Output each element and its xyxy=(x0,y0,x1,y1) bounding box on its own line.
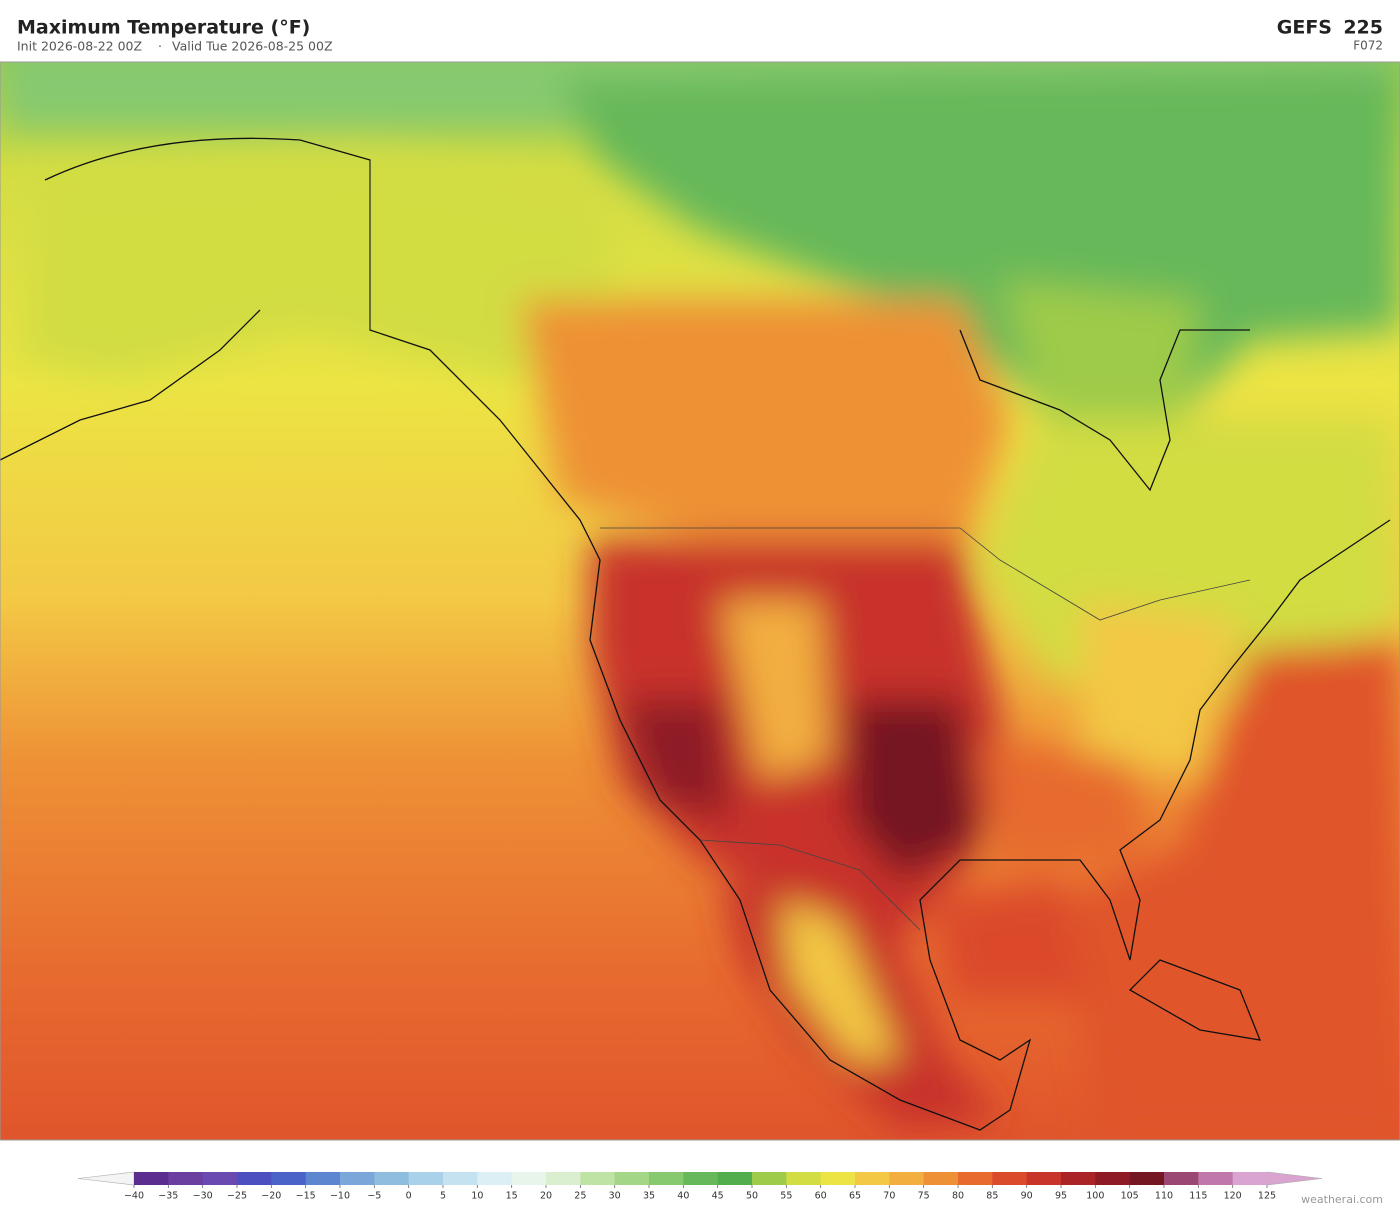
colorbar-tick-label: 100 xyxy=(1086,1191,1104,1202)
colorbar-bin xyxy=(580,1172,616,1185)
colorbar-bin xyxy=(340,1172,375,1185)
valid-time: Valid Tue 2026-08-25 00Z xyxy=(172,39,333,54)
colorbar-bin xyxy=(1198,1172,1234,1185)
colorbar-tick-label: 70 xyxy=(883,1191,895,1202)
map xyxy=(0,62,1400,1140)
colorbar-tick-label: 0 xyxy=(406,1191,412,1202)
colorbar-bin xyxy=(546,1172,581,1185)
colorbar-bin xyxy=(855,1172,890,1185)
member: 225 xyxy=(1343,17,1383,39)
colorbar-tick-label: 10 xyxy=(471,1191,483,1202)
colorbar-tick-label: 50 xyxy=(746,1191,758,1202)
colorbar-bin xyxy=(992,1172,1028,1185)
colorbar-tick-label: 45 xyxy=(712,1191,724,1202)
colorbar-bin xyxy=(374,1172,410,1185)
colorbar-tick-label: −35 xyxy=(158,1191,178,1202)
colorbar-tick-label: 110 xyxy=(1155,1191,1173,1202)
colorbar-bin xyxy=(202,1172,238,1185)
forecast-hour: F072 xyxy=(1353,39,1383,53)
colorbar-tick-label: 25 xyxy=(574,1191,586,1202)
init-time: Init 2026-08-22 00Z xyxy=(17,39,142,54)
colorbar-bin xyxy=(786,1172,822,1185)
colorbar-bin xyxy=(820,1172,856,1185)
colorbar-tick-label: 65 xyxy=(849,1191,861,1202)
separator: · xyxy=(158,39,162,54)
colorbar-bin xyxy=(1061,1172,1096,1185)
colorbar: −40 −35 −30 −25 −20 −15 −10 −5 0 5 10 15 20 25 30 35 40 4… xyxy=(77,1171,1323,1202)
colorbar-bin xyxy=(752,1172,787,1185)
colorbar-tick-label: 90 xyxy=(1021,1191,1033,1202)
colorbar-tick-label: 55 xyxy=(780,1191,792,1202)
colorbar-tick-label: 105 xyxy=(1121,1191,1139,1202)
colorbar-tick-label: −40 xyxy=(124,1191,144,1202)
colorbar-bin xyxy=(305,1172,341,1185)
colorbar-tick-label: 120 xyxy=(1224,1191,1242,1202)
colorbar-extend-high xyxy=(1266,1171,1323,1186)
colorbar-bin xyxy=(1164,1172,1199,1185)
borders xyxy=(369,160,1251,931)
colorbar-bin xyxy=(477,1172,513,1185)
colorbar-tick-label: 30 xyxy=(609,1191,621,1202)
us-mexico-border xyxy=(699,839,921,931)
colorbar-bin xyxy=(1026,1172,1062,1185)
colorbar-tick-label: −10 xyxy=(330,1191,350,1202)
cuba xyxy=(1128,959,1262,1041)
colorbar-tick-label: −20 xyxy=(261,1191,281,1202)
colorbar-bin xyxy=(168,1172,204,1185)
colorbar-tick-label: 115 xyxy=(1189,1191,1207,1202)
colorbar-bin xyxy=(443,1172,478,1185)
colorbar-bin xyxy=(237,1172,272,1185)
colorbar-bin xyxy=(958,1172,993,1185)
colorbar-bin xyxy=(1232,1172,1268,1185)
colorbar-bin xyxy=(511,1172,547,1185)
map-title: Maximum Temperature (°F) xyxy=(17,17,310,39)
coastline xyxy=(44,137,1391,1131)
colorbar-tick-label: 75 xyxy=(918,1191,930,1202)
colorbar-tick-label: −30 xyxy=(193,1191,213,1202)
coastlines xyxy=(0,137,1391,1131)
colorbar-tick-label: 40 xyxy=(677,1191,689,1202)
colorbar-tick-label: 5 xyxy=(440,1191,446,1202)
colorbar-bin xyxy=(683,1172,719,1185)
colorbar-tick-label: 60 xyxy=(815,1191,827,1202)
colorbar-tick-label: 15 xyxy=(506,1191,518,1202)
colorbar-bin xyxy=(889,1172,925,1185)
model-name: GEFS xyxy=(1277,17,1332,39)
colorbar-tick-label: 85 xyxy=(986,1191,998,1202)
colorbar-bin xyxy=(1095,1172,1131,1185)
colorbar-bin xyxy=(614,1172,650,1185)
colorbar-tick-label: −15 xyxy=(296,1191,316,1202)
temperature-field xyxy=(0,62,1400,1140)
colorbar-bin xyxy=(717,1172,753,1185)
colorbar-tick-label: −5 xyxy=(367,1191,381,1202)
colorbar-bin xyxy=(649,1172,684,1185)
colorbar-bin xyxy=(134,1172,169,1185)
colorbar-tick-label: 95 xyxy=(1055,1191,1067,1202)
colorbar-tick-label: −25 xyxy=(227,1191,247,1202)
colorbar-tick-label: 125 xyxy=(1258,1191,1276,1202)
us-canada-border xyxy=(600,527,1251,621)
colorbar-tick-label: 20 xyxy=(540,1191,552,1202)
colorbar-bin xyxy=(271,1172,307,1185)
map-frame xyxy=(0,61,1400,1141)
colorbar-bin xyxy=(408,1172,444,1185)
colorbar-bin xyxy=(1129,1172,1165,1185)
hudson-bay xyxy=(959,329,1250,492)
colorbar-bin xyxy=(923,1172,959,1185)
watermark: weatherai.com xyxy=(1301,1193,1383,1206)
alaska-peninsula xyxy=(0,309,261,461)
colorbar-tick-label: 80 xyxy=(952,1191,964,1202)
colorbar-extend-low xyxy=(77,1171,135,1186)
colorbar-tick-label: 35 xyxy=(643,1191,655,1202)
